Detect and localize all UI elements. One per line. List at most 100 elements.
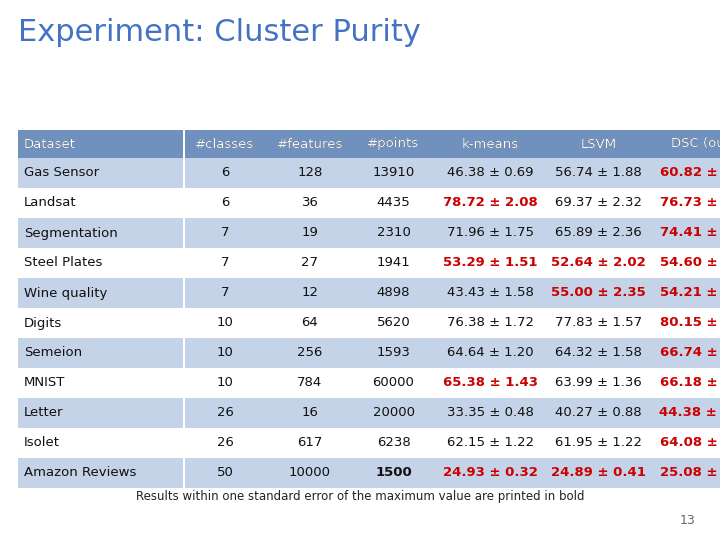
Text: 64.08 ± 1.18: 64.08 ± 1.18	[660, 436, 720, 449]
Text: 6: 6	[221, 197, 229, 210]
Bar	[18, 308, 183, 338]
Text: 25.08 ± 0.38: 25.08 ± 0.38	[660, 467, 720, 480]
Text: 56.74 ± 1.88: 56.74 ± 1.88	[555, 166, 642, 179]
Bar	[648, 398, 720, 428]
Text: Steel Plates: Steel Plates	[24, 256, 102, 269]
Bar	[185, 428, 265, 458]
Text: 61.95 ± 1.22: 61.95 ± 1.22	[555, 436, 642, 449]
Bar	[355, 368, 432, 398]
Bar	[265, 308, 355, 338]
Text: Wine quality: Wine quality	[24, 287, 107, 300]
Text: k-means: k-means	[462, 138, 519, 151]
Text: 13: 13	[679, 514, 695, 527]
Text: Landsat: Landsat	[24, 197, 76, 210]
Bar	[185, 278, 265, 308]
Text: Results within one standard error of the maximum value are printed in bold: Results within one standard error of the…	[136, 490, 584, 503]
Text: 19: 19	[302, 226, 318, 240]
Text: 7: 7	[221, 226, 229, 240]
Text: 78.72 ± 2.08: 78.72 ± 2.08	[443, 197, 538, 210]
Text: 71.96 ± 1.75: 71.96 ± 1.75	[447, 226, 534, 240]
Bar	[355, 158, 432, 188]
Bar	[185, 458, 265, 488]
Text: 6: 6	[221, 166, 229, 179]
Text: 128: 128	[297, 166, 323, 179]
Bar	[432, 248, 549, 278]
Text: 12: 12	[302, 287, 318, 300]
Bar	[265, 458, 355, 488]
Bar	[549, 458, 648, 488]
Text: 52.64 ± 2.02: 52.64 ± 2.02	[551, 256, 646, 269]
Text: #classes: #classes	[195, 138, 255, 151]
Text: 5620: 5620	[377, 316, 410, 329]
Bar	[549, 398, 648, 428]
Bar	[432, 458, 549, 488]
Text: 62.15 ± 1.22: 62.15 ± 1.22	[447, 436, 534, 449]
Bar	[549, 308, 648, 338]
Bar	[265, 428, 355, 458]
Bar	[432, 218, 549, 248]
Bar	[549, 248, 648, 278]
Bar	[18, 130, 183, 158]
Bar	[432, 308, 549, 338]
Text: 24.89 ± 0.41: 24.89 ± 0.41	[551, 467, 646, 480]
Bar	[648, 428, 720, 458]
Bar	[648, 368, 720, 398]
Text: 7: 7	[221, 256, 229, 269]
Text: 10000: 10000	[289, 467, 331, 480]
Text: 64.64 ± 1.20: 64.64 ± 1.20	[447, 347, 534, 360]
Text: 43.43 ± 1.58: 43.43 ± 1.58	[447, 287, 534, 300]
Text: DSC (ours): DSC (ours)	[671, 138, 720, 151]
Bar	[355, 278, 432, 308]
Bar	[18, 188, 183, 218]
Text: 65.38 ± 1.43: 65.38 ± 1.43	[443, 376, 538, 389]
Bar	[549, 130, 648, 158]
Text: 64.32 ± 1.58: 64.32 ± 1.58	[555, 347, 642, 360]
Text: 63.99 ± 1.36: 63.99 ± 1.36	[555, 376, 642, 389]
Bar	[549, 368, 648, 398]
Text: 36: 36	[302, 197, 318, 210]
Text: 60000: 60000	[372, 376, 415, 389]
Bar	[185, 218, 265, 248]
Bar	[648, 158, 720, 188]
Bar	[432, 398, 549, 428]
Bar	[355, 188, 432, 218]
Bar	[265, 158, 355, 188]
Bar	[549, 158, 648, 188]
Bar	[355, 428, 432, 458]
Text: #points: #points	[367, 138, 420, 151]
Text: DSC (ours): DSC (ours)	[671, 138, 720, 151]
Bar	[355, 130, 432, 158]
Text: Dataset: Dataset	[24, 138, 76, 151]
Bar	[18, 158, 183, 188]
Text: 80.15 ± 1.18: 80.15 ± 1.18	[660, 316, 720, 329]
Text: Amazon Reviews: Amazon Reviews	[24, 467, 136, 480]
Bar	[549, 338, 648, 368]
Text: 256: 256	[297, 347, 323, 360]
Text: 7: 7	[221, 287, 229, 300]
Text: 20000: 20000	[372, 407, 415, 420]
Bar	[18, 248, 183, 278]
Bar	[432, 158, 549, 188]
Bar	[432, 338, 549, 368]
Bar	[549, 278, 648, 308]
Text: Dataset: Dataset	[24, 138, 76, 151]
Bar	[432, 368, 549, 398]
Bar	[185, 398, 265, 428]
Text: 13910: 13910	[372, 166, 415, 179]
Bar	[185, 308, 265, 338]
Text: 53.29 ± 1.51: 53.29 ± 1.51	[444, 256, 538, 269]
Text: 65.89 ± 2.36: 65.89 ± 2.36	[555, 226, 642, 240]
Bar	[265, 218, 355, 248]
Bar	[265, 188, 355, 218]
Text: #points: #points	[367, 138, 420, 151]
Text: 1941: 1941	[377, 256, 410, 269]
Bar	[265, 248, 355, 278]
Text: 10: 10	[217, 316, 233, 329]
Text: Gas Sensor: Gas Sensor	[24, 166, 99, 179]
Bar	[355, 398, 432, 428]
Bar	[265, 278, 355, 308]
Bar	[648, 338, 720, 368]
Bar	[18, 398, 183, 428]
Text: 27: 27	[302, 256, 318, 269]
Text: 46.38 ± 0.69: 46.38 ± 0.69	[447, 166, 534, 179]
